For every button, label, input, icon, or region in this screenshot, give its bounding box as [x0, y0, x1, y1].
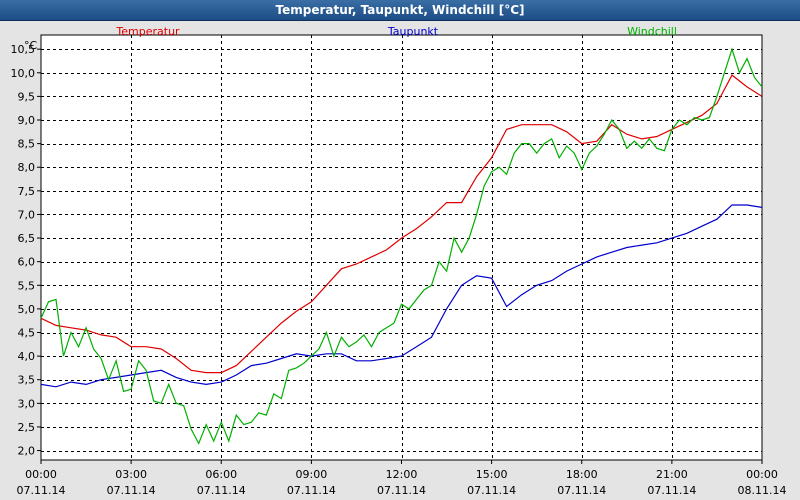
y-tick-label: 2,0 — [18, 445, 36, 458]
y-tick-label: 6,0 — [18, 256, 36, 269]
y-tick-label: 9,5 — [18, 90, 36, 103]
x-tick-time: 12:00 — [386, 468, 418, 481]
y-tick-label: 10,0 — [11, 67, 36, 80]
x-tick-date: 07.11.14 — [377, 484, 426, 497]
x-tick-time: 00:00 — [25, 468, 57, 481]
y-tick-label: 4,0 — [18, 350, 36, 363]
x-tick-time: 18:00 — [566, 468, 598, 481]
x-tick-time: 21:00 — [656, 468, 688, 481]
x-tick-date: 07.11.14 — [287, 484, 336, 497]
x-tick-time: 09:00 — [296, 468, 328, 481]
series-line-windchill — [40, 47, 763, 445]
y-tick-label: 2,5 — [18, 421, 36, 434]
legend-item-windchill: Windchill — [627, 25, 677, 38]
plot-area — [40, 34, 763, 461]
series-lines — [40, 47, 763, 445]
x-tick-time: 15:00 — [476, 468, 508, 481]
x-tick-date: 07.11.14 — [467, 484, 516, 497]
y-tick-label: 3,5 — [18, 374, 36, 387]
x-tick-time: 06:00 — [205, 468, 237, 481]
series-line-temperatur — [40, 74, 763, 374]
x-tick-date: 07.11.14 — [647, 484, 696, 497]
x-axis-ticks: 00:00 07.11.14 03:00 07.11.14 06:00 07.11.14 0… — [17, 460, 787, 497]
window-title: Temperatur, Taupunkt, Windchill [°C] — [0, 0, 800, 21]
x-tick-date: 07.11.14 — [107, 484, 156, 497]
x-tick-date: 07.11.14 — [197, 484, 246, 497]
legend-item-temperatur: Temperatur — [115, 25, 180, 38]
legend-item-taupunkt: Taupunkt — [387, 25, 439, 38]
y-tick-label: 4,5 — [18, 327, 36, 340]
y-tick-label: 3,0 — [18, 397, 36, 410]
y-tick-label: 5,5 — [18, 279, 36, 292]
y-tick-label: 10,5 — [11, 43, 36, 56]
x-tick-date: 07.11.14 — [557, 484, 606, 497]
x-tick-date: 07.11.14 — [17, 484, 66, 497]
y-tick-label: 7,5 — [18, 185, 36, 198]
y-tick-label: 7,0 — [18, 208, 36, 221]
y-tick-label: 9,0 — [18, 114, 36, 127]
y-tick-label: 5,0 — [18, 303, 36, 316]
y-tick-label: 8,0 — [18, 161, 36, 174]
grid-lines — [41, 35, 762, 460]
x-tick-time: 03:00 — [115, 468, 147, 481]
y-axis-label: °C — [24, 39, 38, 52]
x-tick-time: 00:00 — [746, 468, 778, 481]
series-line-taupunkt — [40, 204, 763, 388]
legend: Temperatur Taupunkt Windchill — [115, 25, 677, 38]
y-tick-label: 8,5 — [18, 138, 36, 151]
y-tick-label: 6,5 — [18, 232, 36, 245]
x-tick-date: 08.11.14 — [738, 484, 787, 497]
y-axis-ticks: 2,0 2,5 3,0 3,5 4,0 4,5 5,0 5,5 6,0 6,5 7,0 7,5 8,0 8… — [11, 43, 41, 458]
plot-background — [40, 34, 763, 461]
